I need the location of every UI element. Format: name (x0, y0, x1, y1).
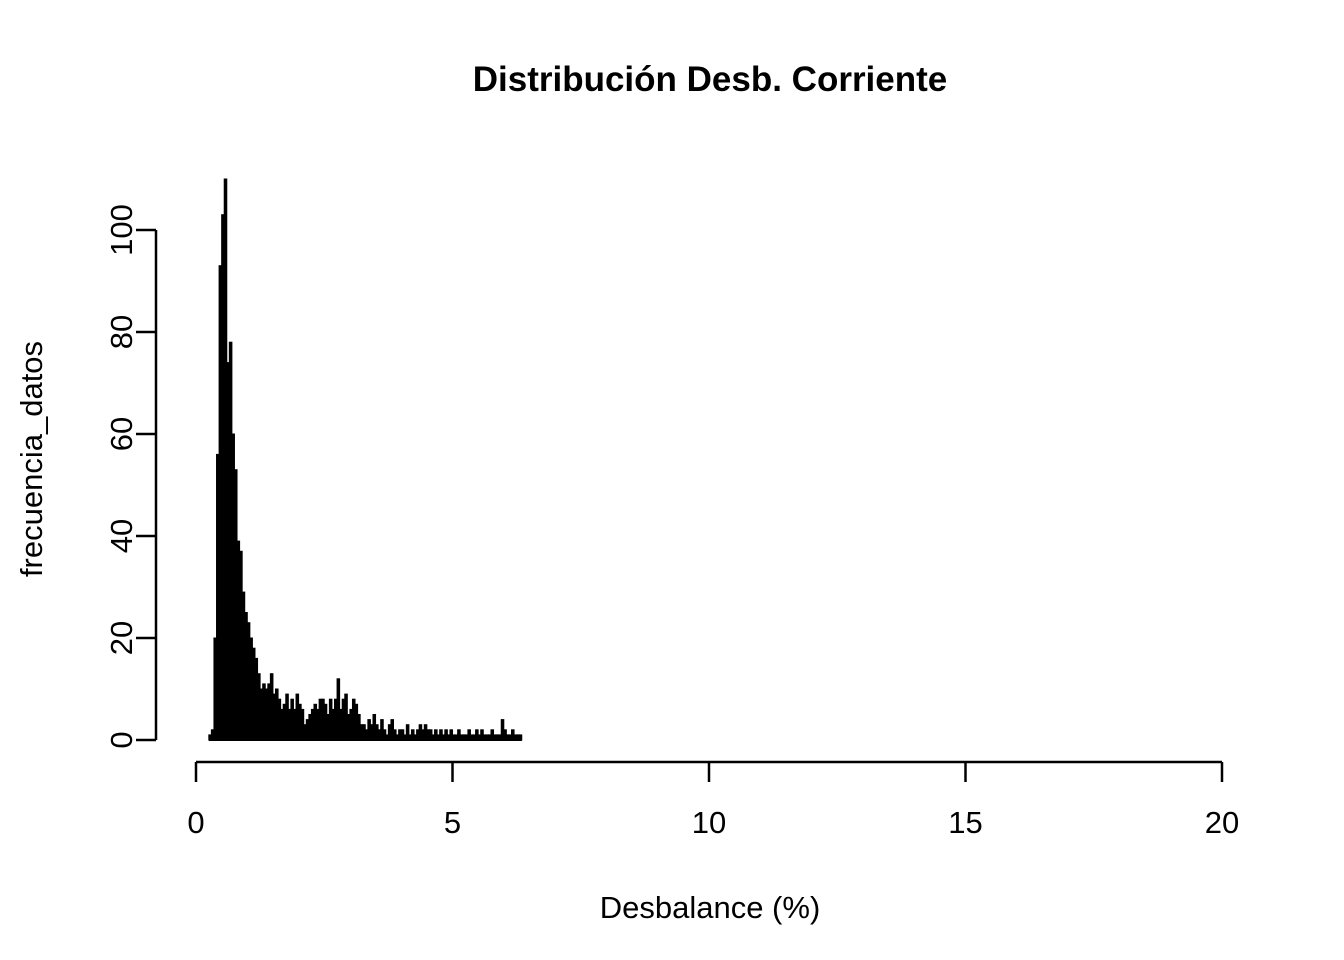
x-tick-label: 15 (948, 805, 982, 840)
chart-title: Distribución Desb. Corriente (472, 60, 948, 99)
x-tick-label: 5 (444, 805, 461, 840)
y-tick-label: 0 (104, 731, 139, 748)
x-axis-title: Desbalance (%) (599, 890, 821, 925)
y-tick-label: 40 (104, 519, 139, 553)
x-tick-label: 20 (1205, 805, 1239, 840)
y-tick-label: 80 (104, 315, 139, 349)
x-tick-label: 10 (692, 805, 726, 840)
y-tick-label: 20 (104, 621, 139, 655)
y-tick-label: 100 (104, 204, 139, 256)
x-tick-label: 0 (187, 805, 204, 840)
y-axis-title: frecuencia_datos (14, 340, 49, 578)
y-tick-label: 60 (104, 417, 139, 451)
